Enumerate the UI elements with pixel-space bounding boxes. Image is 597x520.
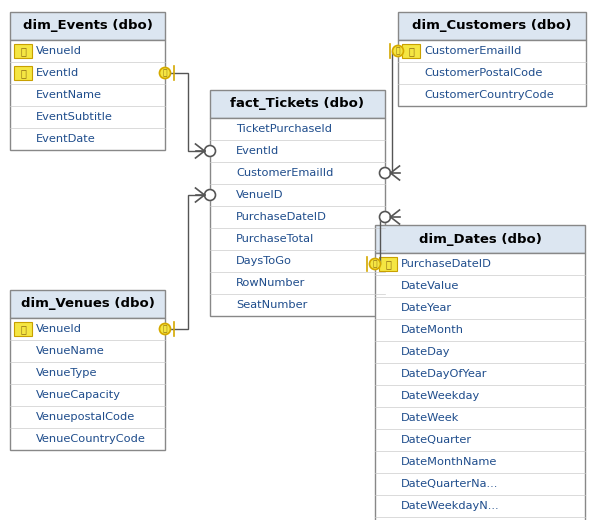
Text: DateDayOfYear: DateDayOfYear — [401, 369, 488, 379]
Text: VenueId: VenueId — [36, 324, 82, 334]
Bar — [379, 257, 397, 271]
Bar — [14, 44, 32, 58]
Text: VenueName: VenueName — [36, 346, 104, 356]
Bar — [210, 118, 385, 316]
Text: EventSubtitle: EventSubtitle — [36, 112, 113, 122]
Bar — [375, 253, 585, 520]
Text: PurchaseDateID: PurchaseDateID — [401, 259, 492, 269]
Text: CustomerCountryCode: CustomerCountryCode — [424, 90, 554, 100]
Bar — [398, 40, 586, 106]
Text: VenuepostalCode: VenuepostalCode — [36, 412, 136, 422]
Text: VenueId: VenueId — [36, 46, 82, 56]
Text: ⚿: ⚿ — [20, 46, 26, 56]
Text: DateWeekdayN...: DateWeekdayN... — [401, 501, 500, 511]
Circle shape — [380, 167, 390, 178]
Text: CustomerEmailId: CustomerEmailId — [236, 168, 333, 178]
Text: ⚿: ⚿ — [385, 259, 391, 269]
Bar — [398, 12, 586, 40]
Text: VenueType: VenueType — [36, 368, 97, 378]
Circle shape — [392, 45, 404, 57]
Text: PurchaseTotal: PurchaseTotal — [236, 234, 314, 244]
Bar — [14, 66, 32, 80]
Text: ⚿: ⚿ — [163, 324, 167, 333]
Text: DateWeekday: DateWeekday — [401, 391, 480, 401]
Text: CustomerEmailId: CustomerEmailId — [424, 46, 521, 56]
Text: EventId: EventId — [36, 68, 79, 78]
Text: VenueID: VenueID — [236, 190, 284, 200]
Text: ⚿: ⚿ — [396, 46, 401, 56]
Text: CustomerPostalCode: CustomerPostalCode — [424, 68, 543, 78]
Text: DateQuarterNa...: DateQuarterNa... — [401, 479, 498, 489]
Bar — [10, 40, 165, 150]
Text: SeatNumber: SeatNumber — [236, 300, 307, 310]
Text: VenueCapacity: VenueCapacity — [36, 390, 121, 400]
Circle shape — [205, 189, 216, 201]
Text: DateMonth: DateMonth — [401, 325, 464, 335]
Text: PurchaseDateID: PurchaseDateID — [236, 212, 327, 222]
Bar — [375, 225, 585, 253]
Text: VenueCountryCode: VenueCountryCode — [36, 434, 146, 444]
Text: EventDate: EventDate — [36, 134, 96, 144]
Text: DateMonthName: DateMonthName — [401, 457, 497, 467]
Text: EventName: EventName — [36, 90, 102, 100]
Text: DateWeek: DateWeek — [401, 413, 459, 423]
Text: DateYear: DateYear — [401, 303, 452, 313]
Text: DateDay: DateDay — [401, 347, 451, 357]
Circle shape — [159, 68, 171, 79]
Bar — [210, 90, 385, 118]
Text: ⚿: ⚿ — [373, 259, 377, 268]
Text: ⚿: ⚿ — [163, 69, 167, 77]
Text: dim_Events (dbo): dim_Events (dbo) — [23, 19, 152, 32]
Text: DateQuarter: DateQuarter — [401, 435, 472, 445]
Text: dim_Dates (dbo): dim_Dates (dbo) — [418, 232, 541, 245]
Text: fact_Tickets (dbo): fact_Tickets (dbo) — [230, 98, 365, 110]
Circle shape — [159, 323, 171, 334]
Bar — [402, 44, 420, 58]
Circle shape — [380, 212, 390, 223]
Text: RowNumber: RowNumber — [236, 278, 306, 288]
Text: TicketPurchaseId: TicketPurchaseId — [236, 124, 332, 134]
Bar — [10, 290, 165, 318]
Bar — [10, 318, 165, 450]
Bar — [14, 322, 32, 336]
Text: DaysToGo: DaysToGo — [236, 256, 292, 266]
Text: dim_Customers (dbo): dim_Customers (dbo) — [413, 19, 572, 32]
Text: ⚿: ⚿ — [20, 324, 26, 334]
Circle shape — [370, 258, 380, 269]
Text: ⚿: ⚿ — [20, 68, 26, 78]
Text: ⚿: ⚿ — [408, 46, 414, 56]
Circle shape — [205, 146, 216, 157]
Text: DateValue: DateValue — [401, 281, 459, 291]
Text: EventId: EventId — [236, 146, 279, 156]
Bar — [10, 12, 165, 40]
Text: dim_Venues (dbo): dim_Venues (dbo) — [20, 297, 155, 310]
